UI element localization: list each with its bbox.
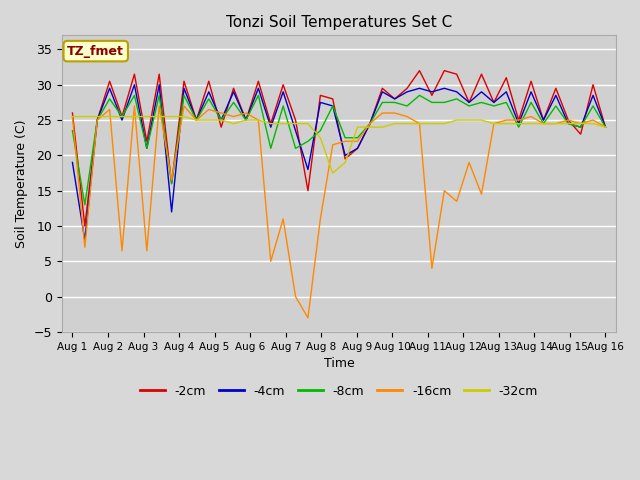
Title: Tonzi Soil Temperatures Set C: Tonzi Soil Temperatures Set C <box>226 15 452 30</box>
Legend: -2cm, -4cm, -8cm, -16cm, -32cm: -2cm, -4cm, -8cm, -16cm, -32cm <box>135 380 543 403</box>
Text: TZ_fmet: TZ_fmet <box>67 45 124 58</box>
Y-axis label: Soil Temperature (C): Soil Temperature (C) <box>15 120 28 248</box>
X-axis label: Time: Time <box>324 357 355 370</box>
